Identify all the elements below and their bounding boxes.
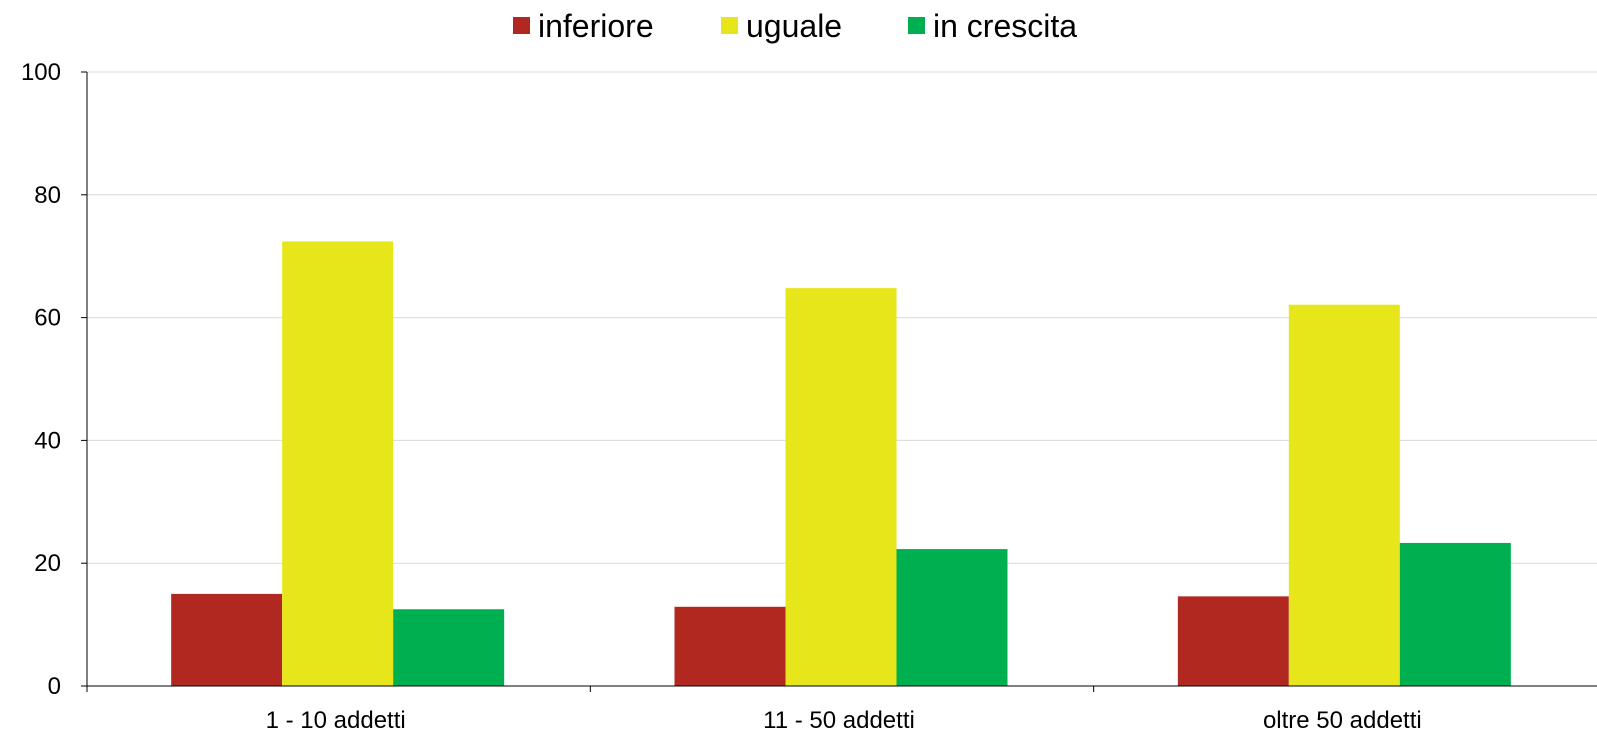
bar-uguale-1 <box>282 241 394 687</box>
legend-item-inferiore: inferiore <box>513 8 654 44</box>
x-tick-label: oltre 50 addetti <box>1263 707 1422 734</box>
y-tick-label: 20 <box>34 550 61 577</box>
legend-swatch <box>908 17 925 34</box>
legend-label: inferiore <box>538 8 654 44</box>
bar-in-crescita-1 <box>393 609 505 686</box>
legend-swatch <box>513 17 530 34</box>
bars <box>171 241 1511 687</box>
bar-in-crescita-2 <box>896 549 1008 686</box>
bar-inferiore-1 <box>171 593 283 686</box>
legend: inferiore uguale in crescita <box>513 8 1077 44</box>
bar-inferiore-2 <box>674 606 786 686</box>
bar-uguale-2 <box>785 288 897 686</box>
legend-swatch <box>721 17 738 34</box>
bar-uguale-3 <box>1288 304 1400 686</box>
y-tick-label: 80 <box>34 182 61 209</box>
legend-label: in crescita <box>933 8 1077 44</box>
x-tick-label: 1 - 10 addetti <box>266 707 406 734</box>
y-axis: 0 20 40 60 80 100 <box>21 59 88 700</box>
legend-item-in-crescita: in crescita <box>908 8 1077 44</box>
legend-item-uguale: uguale <box>721 8 842 44</box>
y-tick-label: 0 <box>48 673 61 700</box>
x-tick-label: 11 - 50 addetti <box>763 707 915 734</box>
y-tick-label: 40 <box>34 427 61 454</box>
bar-inferiore-3 <box>1177 596 1289 686</box>
x-axis: 1 - 10 addetti 11 - 50 addetti oltre 50 ad… <box>86 685 1597 734</box>
bar-in-crescita-3 <box>1399 542 1511 686</box>
y-tick-label: 60 <box>34 305 61 332</box>
y-tick-label: 100 <box>21 59 61 86</box>
legend-label: uguale <box>746 8 842 44</box>
